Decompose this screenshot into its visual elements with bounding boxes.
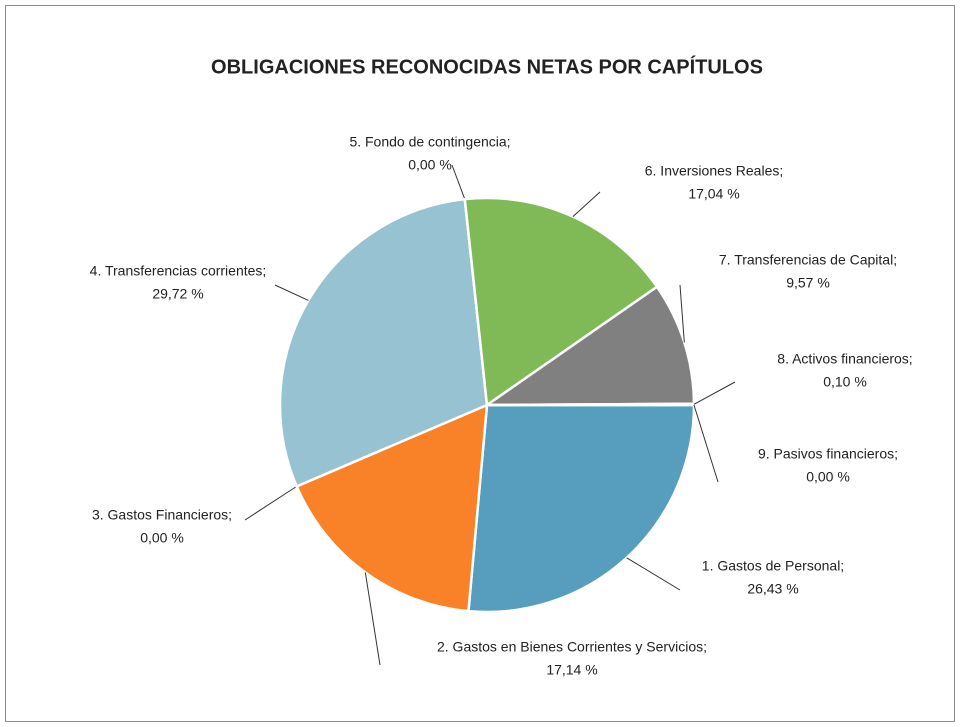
category-label: 4. Transferencias corrientes; <box>90 263 267 279</box>
leader-line <box>679 284 685 343</box>
pie-slice <box>467 403 696 614</box>
value-label: 0,10 % <box>823 374 867 390</box>
category-label: 1. Gastos de Personal; <box>702 558 844 574</box>
value-label: 0,00 % <box>408 157 452 173</box>
pie-slice <box>463 196 659 408</box>
leader-line <box>274 284 309 301</box>
leader-line <box>451 164 466 200</box>
pie-slice <box>278 197 489 489</box>
category-label: 8. Activos financieros; <box>777 351 912 367</box>
pie-slice <box>295 403 489 613</box>
value-label: 9,57 % <box>786 275 830 291</box>
leader-line <box>693 404 719 483</box>
value-label: 17,14 % <box>546 662 597 678</box>
pie-slice <box>482 285 696 407</box>
value-label: 0,00 % <box>806 469 850 485</box>
leader-line <box>244 485 297 521</box>
category-label: 5. Fondo de contingencia; <box>349 134 510 150</box>
leader-line <box>364 572 381 666</box>
chart-title: OBLIGACIONES RECONOCIDAS NETAS POR CAPÍT… <box>211 55 763 78</box>
value-label: 29,72 % <box>152 286 203 302</box>
leader-line <box>693 381 736 405</box>
category-label: 6. Inversiones Reales; <box>645 163 784 179</box>
category-label: 2. Gastos en Bienes Corrientes y Servici… <box>437 639 707 655</box>
category-label: 3. Gastos Financieros; <box>92 507 232 523</box>
leader-line <box>626 557 681 591</box>
value-label: 17,04 % <box>688 186 739 202</box>
category-label: 9. Pasivos financieros; <box>758 446 898 462</box>
leader-line <box>572 191 601 218</box>
value-label: 26,43 % <box>747 581 798 597</box>
category-label: 7. Transferencias de Capital; <box>719 252 897 268</box>
value-label: 0,00 % <box>140 530 184 546</box>
